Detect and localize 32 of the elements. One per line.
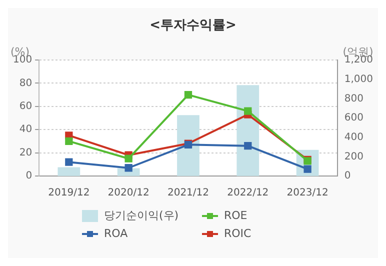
point xyxy=(124,164,132,172)
point xyxy=(244,142,252,150)
point xyxy=(65,158,73,166)
legend-label: ROA xyxy=(104,227,128,240)
y2-tick-label: 0 xyxy=(344,170,351,182)
y2-axis-title: (억원) xyxy=(342,45,374,58)
legend-label: ROIC xyxy=(224,227,252,240)
y-tick-label: 40 xyxy=(19,124,32,136)
x-tick-label: 2022/12 xyxy=(227,188,269,199)
x-tick-label: 2021/12 xyxy=(167,188,210,199)
point xyxy=(184,90,192,99)
y-tick-label: 60 xyxy=(19,100,32,112)
y2-tick-label: 200 xyxy=(344,151,364,162)
y2-tick-label: 400 xyxy=(344,132,364,143)
y-tick-label: 80 xyxy=(19,78,32,89)
y2-tick-label: 800 xyxy=(344,93,364,104)
chart-title: <투자수익률> xyxy=(148,17,238,35)
bar xyxy=(58,167,80,176)
point xyxy=(65,137,73,146)
y2-tick-label: 600 xyxy=(344,112,364,124)
y-tick-label: 20 xyxy=(19,147,32,158)
point xyxy=(124,154,132,162)
bar xyxy=(177,115,200,176)
x-tick-label: 2020/12 xyxy=(108,188,150,199)
y2-tick-label: 1,000 xyxy=(344,74,374,85)
legend-label: 당기순이익(우) xyxy=(104,208,179,223)
legend-label: ROE xyxy=(224,209,248,222)
x-tick-label: 2019/12 xyxy=(48,188,90,199)
point xyxy=(304,165,312,173)
y-tick-label: 0 xyxy=(26,170,32,182)
x-tick-label: 2023/12 xyxy=(286,188,328,199)
point xyxy=(244,107,252,115)
